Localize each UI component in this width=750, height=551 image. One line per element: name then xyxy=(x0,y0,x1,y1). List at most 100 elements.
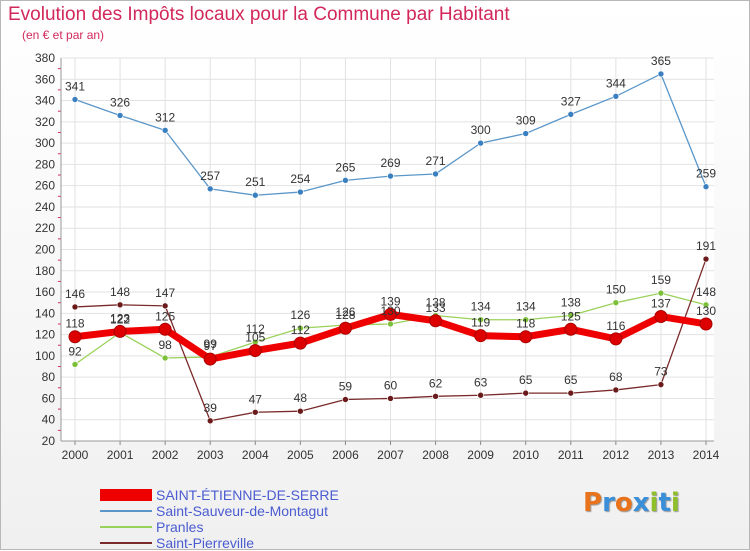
data-label-saint-etienne-de-serre: 128 xyxy=(335,308,355,322)
y-tick-label: 240 xyxy=(35,200,55,214)
data-label-saint-sauveur-de-montagut: 326 xyxy=(110,95,130,109)
data-point-saint-sauveur-de-montagut xyxy=(567,111,575,118)
data-point-saint-sauveur-de-montagut xyxy=(116,112,124,119)
data-label-saint-pierreville: 47 xyxy=(249,392,263,406)
x-tick-label: 2001 xyxy=(107,448,134,462)
data-point-pranles xyxy=(387,320,394,328)
data-point-saint-pierreville xyxy=(612,386,620,394)
y-tick-label: 300 xyxy=(35,136,55,150)
data-label-saint-etienne-de-serre: 123 xyxy=(110,311,130,325)
data-label-saint-sauveur-de-montagut: 344 xyxy=(606,76,626,90)
data-label-saint-etienne-de-serre: 116 xyxy=(606,319,625,333)
data-point-saint-pierreville xyxy=(522,389,530,397)
data-label-saint-sauveur-de-montagut: 265 xyxy=(335,160,355,174)
data-label-saint-sauveur-de-montagut: 254 xyxy=(290,172,310,186)
legend-entry: Pranles xyxy=(100,519,339,535)
data-point-saint-pierreville xyxy=(432,393,439,400)
data-label-saint-etienne-de-serre: 119 xyxy=(471,316,490,330)
data-label-pranles: 134 xyxy=(516,300,536,314)
x-tick-label: 2014 xyxy=(693,448,720,462)
data-label-pranles: 92 xyxy=(68,344,82,358)
legend-entry: Saint-Pierreville xyxy=(100,535,339,551)
data-label-saint-etienne-de-serre: 118 xyxy=(516,317,535,331)
data-point-saint-sauveur-de-montagut xyxy=(612,93,620,100)
data-label-pranles: 150 xyxy=(606,283,626,297)
data-label-saint-etienne-de-serre: 133 xyxy=(426,301,446,315)
y-tick-label: 340 xyxy=(35,94,55,108)
data-label-saint-sauveur-de-montagut: 300 xyxy=(471,123,491,137)
data-point-pranles xyxy=(522,316,530,324)
data-point-pranles xyxy=(161,354,169,362)
data-label-pranles: 122 xyxy=(110,312,130,326)
x-tick-label: 2010 xyxy=(512,448,539,462)
data-point-saint-etienne-de-serre xyxy=(68,330,82,344)
y-tick-label: 40 xyxy=(42,413,56,427)
x-tick-label: 2013 xyxy=(648,448,675,462)
x-tick-label: 2011 xyxy=(558,448,584,462)
data-point-pranles xyxy=(477,316,484,324)
data-point-saint-etienne-de-serre xyxy=(519,330,533,344)
data-label-saint-pierreville: 68 xyxy=(609,370,623,384)
data-point-saint-sauveur-de-montagut xyxy=(206,185,214,193)
data-point-saint-pierreville xyxy=(71,303,79,311)
data-label-saint-sauveur-de-montagut: 271 xyxy=(426,154,446,168)
x-tick-label: 2003 xyxy=(197,448,224,462)
logo-letter: o xyxy=(614,488,633,518)
logo-letter: x xyxy=(632,488,650,518)
data-point-saint-etienne-de-serre xyxy=(158,322,172,336)
y-tick-label: 120 xyxy=(35,328,55,342)
data-label-saint-sauveur-de-montagut: 257 xyxy=(200,169,220,183)
y-tick-label: 20 xyxy=(42,434,56,448)
y-tick-label: 260 xyxy=(35,179,55,193)
legend-label: Saint-Pierreville xyxy=(156,535,255,551)
x-tick-label: 2007 xyxy=(377,448,404,462)
data-label-saint-sauveur-de-montagut: 365 xyxy=(651,54,671,68)
chart-subtitle: (en € et par an) xyxy=(22,28,105,42)
x-tick-label: 2002 xyxy=(152,448,179,462)
data-point-saint-sauveur-de-montagut xyxy=(251,191,259,199)
data-label-saint-etienne-de-serre: 105 xyxy=(245,331,265,345)
data-point-saint-sauveur-de-montagut xyxy=(342,177,349,184)
data-point-saint-etienne-de-serre xyxy=(429,314,443,328)
x-tick-label: 2006 xyxy=(332,448,359,462)
data-label-saint-etienne-de-serre: 130 xyxy=(696,304,716,318)
data-point-saint-sauveur-de-montagut xyxy=(522,130,530,137)
data-label-saint-pierreville: 48 xyxy=(294,391,308,405)
data-label-saint-pierreville: 65 xyxy=(519,373,533,387)
data-point-saint-pierreville xyxy=(657,381,665,388)
data-point-saint-etienne-de-serre xyxy=(609,332,623,346)
data-point-saint-etienne-de-serre xyxy=(564,322,578,336)
legend-entry: Saint-Sauveur-de-Montagut xyxy=(100,503,339,519)
data-label-saint-sauveur-de-montagut: 309 xyxy=(516,114,536,128)
data-label-pranles: 138 xyxy=(426,295,446,309)
data-label-saint-sauveur-de-montagut: 341 xyxy=(65,79,85,93)
data-label-saint-sauveur-de-montagut: 327 xyxy=(561,94,581,108)
logo-letter: P xyxy=(583,488,603,518)
data-label-saint-sauveur-de-montagut: 312 xyxy=(155,110,175,124)
data-point-saint-sauveur-de-montagut xyxy=(477,139,484,147)
data-point-saint-pierreville xyxy=(206,417,214,425)
data-label-saint-sauveur-de-montagut: 269 xyxy=(380,156,400,170)
data-point-saint-sauveur-de-montagut xyxy=(432,170,439,178)
data-point-saint-pierreville xyxy=(116,301,124,309)
data-point-saint-sauveur-de-montagut xyxy=(387,172,394,180)
data-point-saint-pierreville xyxy=(297,407,304,415)
data-point-pranles xyxy=(71,361,79,368)
data-point-saint-pierreville xyxy=(161,302,169,310)
data-label-saint-etienne-de-serre: 125 xyxy=(155,309,175,323)
legend-label: SAINT-ÉTIENNE-DE-SERRE xyxy=(156,487,339,503)
data-point-saint-sauveur-de-montagut xyxy=(161,127,169,134)
data-point-saint-etienne-de-serre xyxy=(654,310,668,324)
logo-letter: i xyxy=(670,488,680,518)
data-label-saint-pierreville: 65 xyxy=(564,373,578,387)
y-tick-label: 200 xyxy=(35,243,55,257)
data-label-pranles: 126 xyxy=(290,308,310,322)
y-tick-label: 380 xyxy=(35,51,55,65)
data-label-pranles: 98 xyxy=(158,338,172,352)
y-tick-label: 160 xyxy=(35,285,55,299)
y-tick-label: 220 xyxy=(35,221,55,235)
data-label-saint-pierreville: 60 xyxy=(384,378,398,392)
y-tick-label: 140 xyxy=(35,306,55,320)
x-tick-label: 2005 xyxy=(287,448,314,462)
logo-letter: i xyxy=(649,488,659,518)
